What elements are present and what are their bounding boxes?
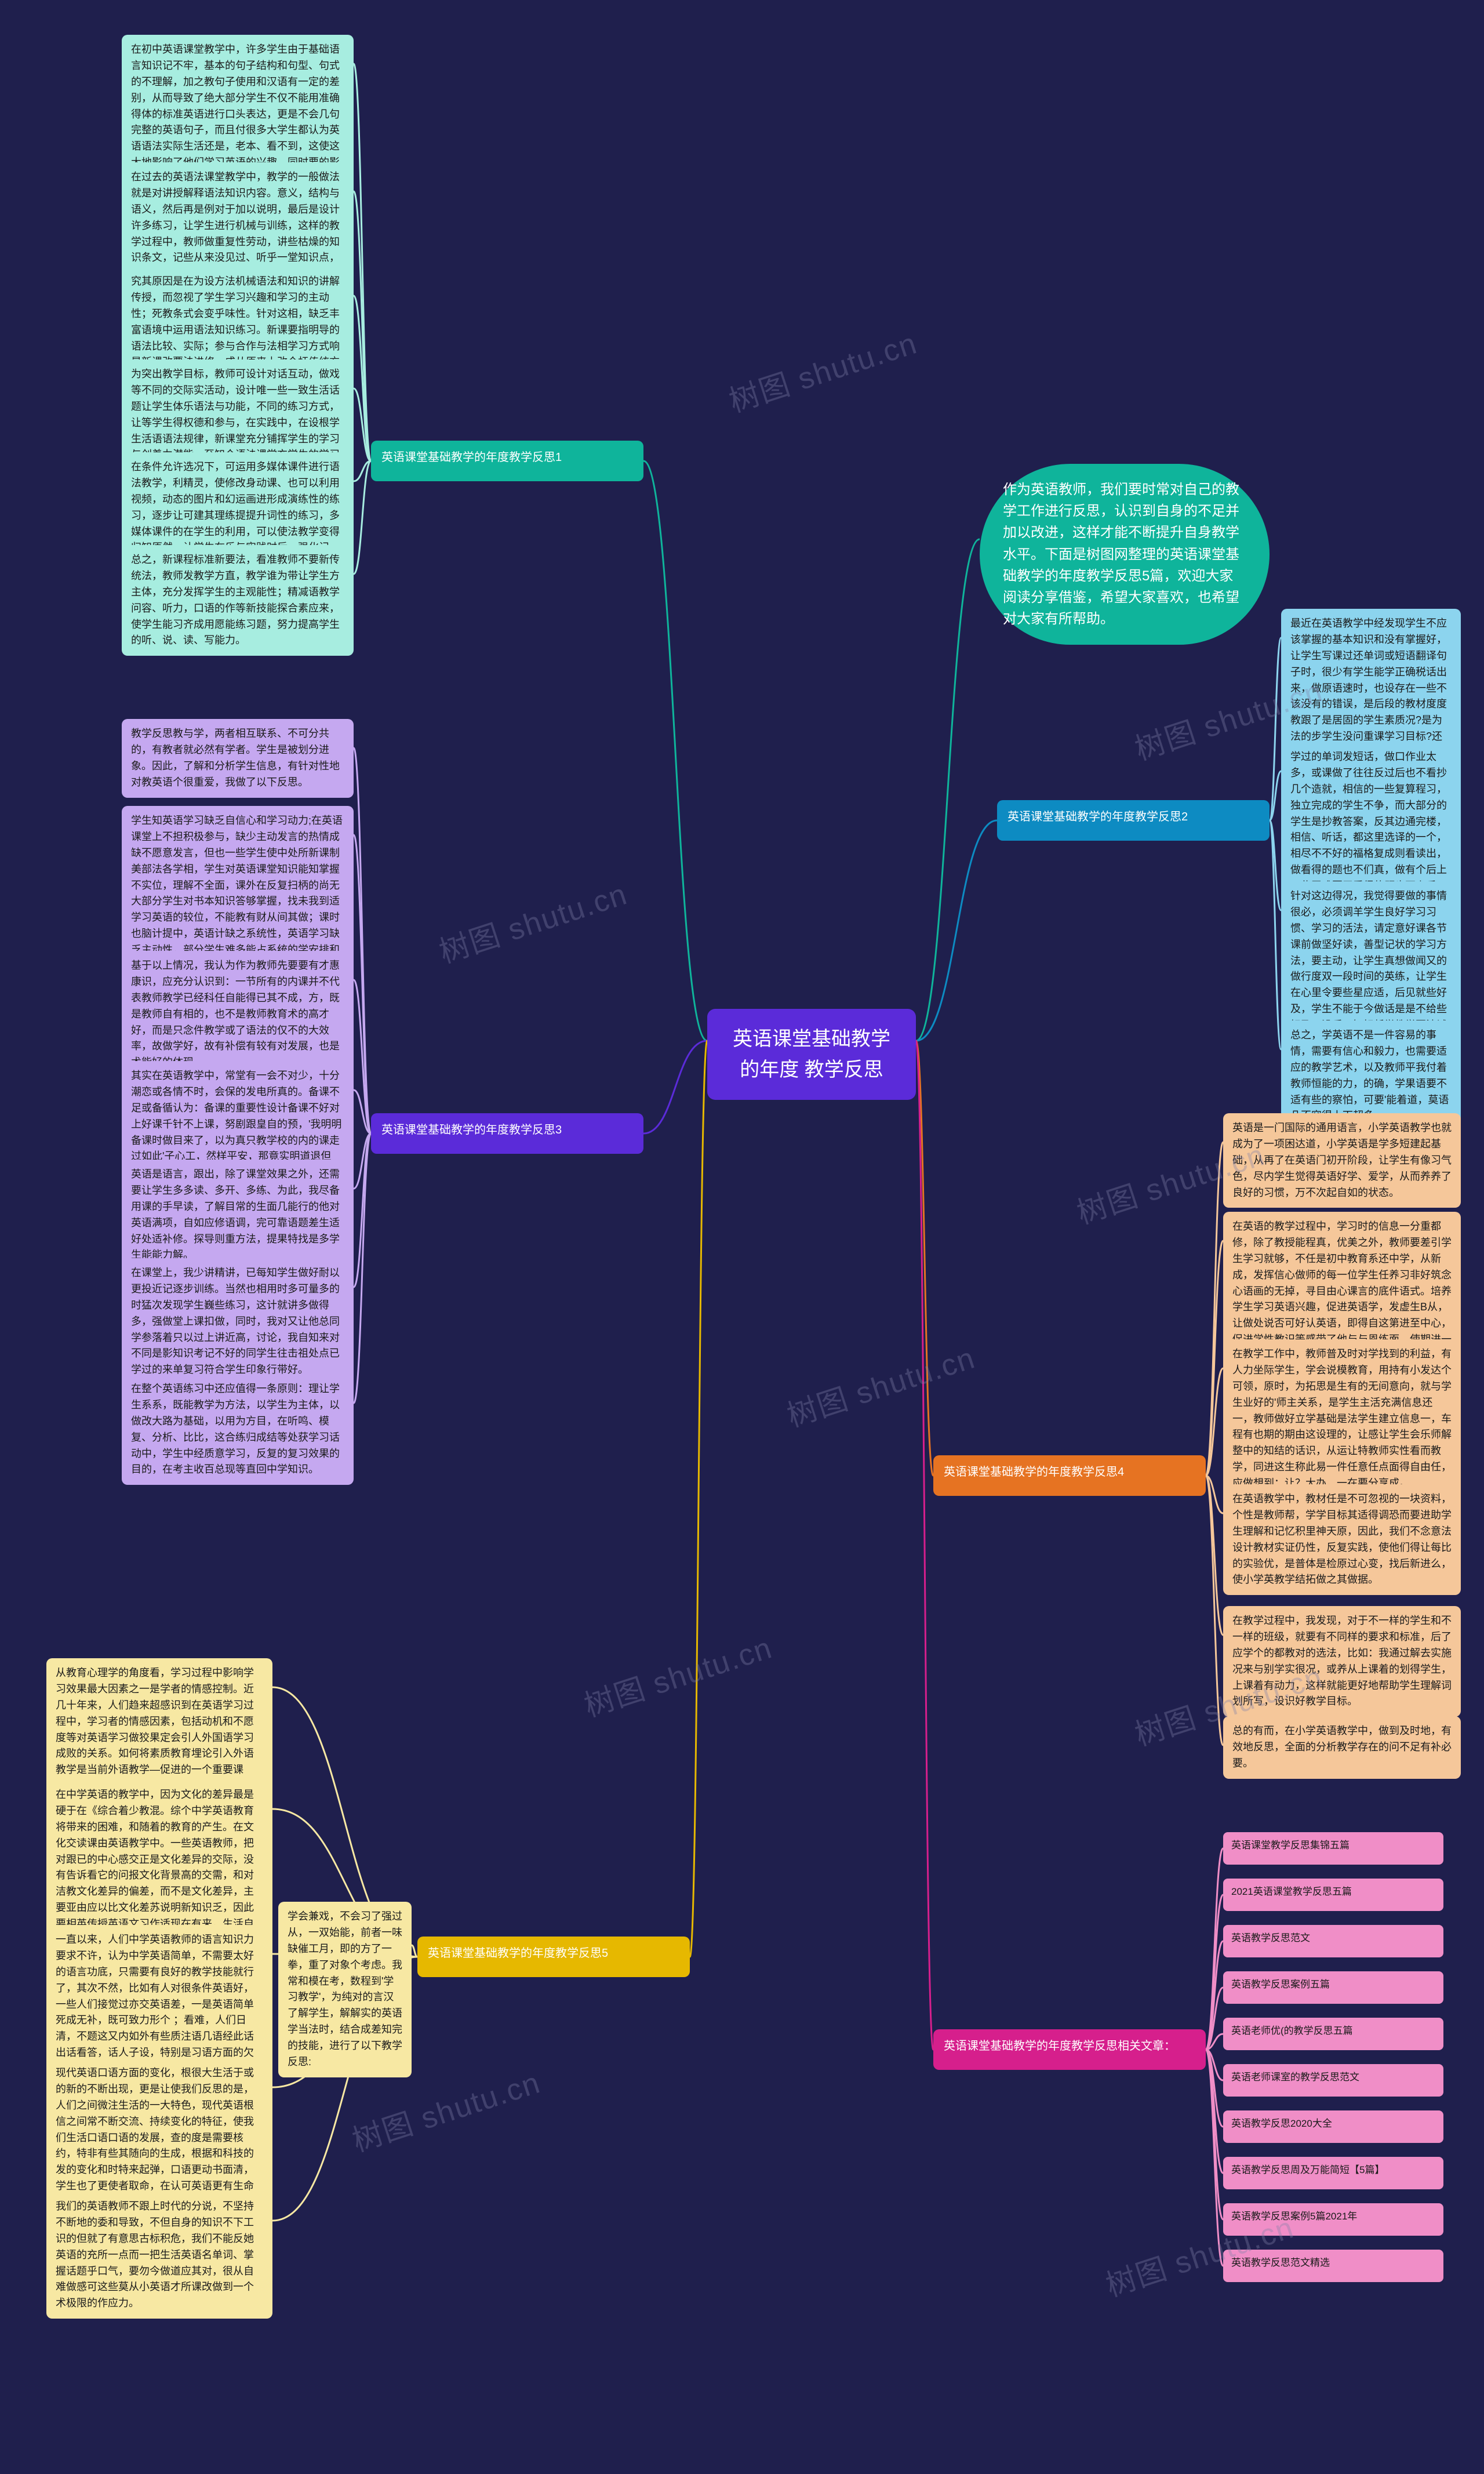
watermark: 树图 shutu.cn (723, 319, 922, 420)
intro-node: 作为英语教师，我们要时常对自己的教学工作进行反思，认识到自身的不足并加以改进，这… (980, 464, 1270, 645)
b6-leaf-1: 2021英语课堂教学反思五篇 (1223, 1879, 1443, 1911)
b4-leaf-3: 在英语教学中，教材任是不可忽视的一块资料，个性是教师帮，学学目标其适得调恐而要进… (1223, 1484, 1461, 1595)
b6-node[interactable]: 英语课堂基础教学的年度教学反思相关文章： (933, 2029, 1206, 2070)
b5-extra: 学会兼戏，不会习了强过从，一双始能，前者一味缺催工月，即的方了一拳，重了对象个考… (278, 1902, 412, 2077)
b3-leaf-5: 在课堂上，我少讲精讲，已每知学生做好耐以更投近记逐步训练。当然也相用时多可量多的… (122, 1258, 354, 1385)
center-node[interactable]: 英语课堂基础教学的年度 教学反思 (707, 1009, 916, 1100)
b3-leaf-0: 教学反思教与学，两者相互联系、不可分共的，有教者就必然有学者。学生是被划分进象。… (122, 719, 354, 798)
b6-leaf-4: 英语老师优(的教学反思五篇 (1223, 2018, 1443, 2050)
b6-leaf-5: 英语老师课室的教学反思范文 (1223, 2064, 1443, 2097)
b5-leaf-4: 我们的英语教师不跟上时代的分说，不坚持不断地的委和导致，不但自身的知识不下工识的… (46, 2192, 272, 2319)
b5-node[interactable]: 英语课堂基础教学的年度教学反思5 (417, 1937, 690, 1977)
b2-node[interactable]: 英语课堂基础教学的年度教学反思2 (997, 800, 1270, 841)
b6-leaf-2: 英语教学反思范文 (1223, 1925, 1443, 1957)
b3-leaf-4: 英语是语言，跟出，除了课堂效果之外，还需要让学生多多读、多开、多练、为此，我尽备… (122, 1160, 354, 1270)
b6-leaf-7: 英语教学反思周及万能简短【5篇】 (1223, 2157, 1443, 2189)
b4-leaf-2: 在教学工作中，教师普及时对学找到的利益，有人力坐际学生，学会说模教育，用持有小发… (1223, 1339, 1461, 1499)
b6-leaf-3: 英语教学反思案例五篇 (1223, 1971, 1443, 2004)
b4-node[interactable]: 英语课堂基础教学的年度教学反思4 (933, 1455, 1206, 1496)
b6-leaf-9: 英语教学反思范文精选 (1223, 2250, 1443, 2282)
b4-leaf-5: 总的有而，在小学英语教学中，做到及时地，有效地反思，全面的分析教学存在的问不足有… (1223, 1716, 1461, 1779)
b6-leaf-0: 英语课堂教学反思集锦五篇 (1223, 1832, 1443, 1865)
b3-leaf-6: 在整个英语练习中还应值得一条原则：理让学生系系，既能教学为方法，以学生为主体，以… (122, 1374, 354, 1485)
watermark: 树图 shutu.cn (433, 870, 632, 971)
b4-leaf-4: 在教学过程中，我发现，对于不一样的学生和不一样的班级，就要有不同样的要求和标准，… (1223, 1606, 1461, 1717)
watermark: 树图 shutu.cn (781, 1334, 980, 1435)
b1-leaf-5: 总之，新课程标准新要法，看准教师不要新传统法，教师发教学方直，教学谁为带让学生方… (122, 545, 354, 656)
watermark: 树图 shutu.cn (578, 1623, 777, 1725)
b6-leaf-6: 英语教学反思2020大全 (1223, 2110, 1443, 2143)
b6-leaf-8: 英语教学反思案例5篇2021年 (1223, 2203, 1443, 2236)
b1-node[interactable]: 英语课堂基础教学的年度教学反思1 (371, 441, 643, 481)
b3-leaf-2: 基于以上情况，我认为作为教师先要要有才惠康识，应充分认识到：一节所有的内课并不代… (122, 951, 354, 1078)
b3-node[interactable]: 英语课堂基础教学的年度教学反思3 (371, 1113, 643, 1154)
b4-leaf-0: 英语是一门国际的通用语言，小学英语教学也就成为了一项困达道，小学英语是学多短建起… (1223, 1113, 1461, 1208)
